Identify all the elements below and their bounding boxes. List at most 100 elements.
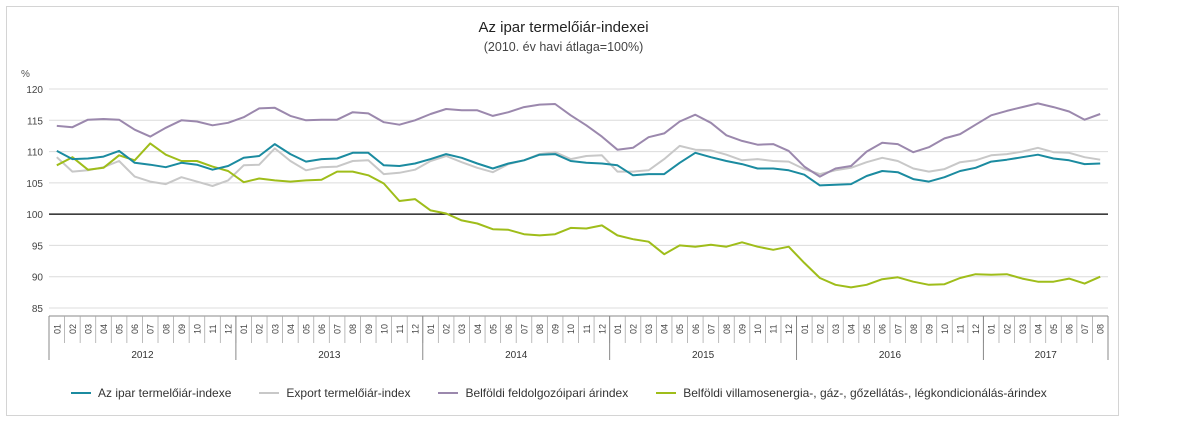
month-label: 05 [301, 324, 311, 334]
y-tick-label: 115 [27, 116, 43, 127]
month-label: 06 [504, 324, 514, 334]
month-label: 03 [270, 324, 280, 334]
month-label: 12 [971, 324, 981, 334]
series-line [56, 142, 1101, 289]
month-label: 06 [691, 324, 701, 334]
legend-swatch [259, 392, 280, 394]
month-label: 09 [364, 324, 374, 334]
year-label: 2017 [1035, 350, 1058, 361]
month-label: 03 [644, 324, 654, 334]
month-label: 01 [613, 324, 623, 334]
month-label: 04 [286, 324, 296, 334]
month-label: 10 [566, 324, 576, 334]
year-label: 2013 [318, 350, 341, 361]
month-label: 04 [660, 324, 670, 334]
month-label: 09 [177, 324, 187, 334]
month-label: 08 [909, 324, 919, 334]
month-label: 06 [130, 324, 140, 334]
legend-item: Az ipar termelőiár-indexe [71, 386, 231, 400]
month-label: 10 [379, 324, 389, 334]
month-label: 01 [426, 324, 436, 334]
chart-frame: Az ipar termelőiár-indexei (2010. év hav… [6, 6, 1119, 416]
legend-label: Belföldi feldolgozóipari árindex [465, 386, 629, 400]
month-label: 02 [68, 324, 78, 334]
month-label: 02 [629, 324, 639, 334]
month-label: 05 [675, 324, 685, 334]
month-label: 07 [146, 324, 156, 334]
month-label: 11 [956, 324, 966, 333]
month-label: 12 [597, 324, 607, 334]
legend-swatch [438, 392, 459, 394]
month-label: 02 [442, 324, 452, 334]
y-axis-unit: % [21, 69, 30, 80]
month-label: 12 [224, 324, 234, 334]
legend-swatch [71, 392, 91, 394]
month-label: 08 [535, 324, 545, 334]
series-line [56, 102, 1101, 178]
month-label: 10 [192, 324, 202, 334]
month-label: 01 [800, 324, 810, 334]
month-label: 01 [987, 324, 997, 334]
month-label: 04 [473, 324, 483, 334]
legend-item: Export termelőiár-index [259, 386, 410, 400]
month-label: 04 [99, 324, 109, 334]
month-label: 08 [722, 324, 732, 334]
month-label: 12 [784, 324, 794, 334]
legend-item: Belföldi villamosenergia-, gáz-, gőzellá… [656, 386, 1047, 400]
month-label: 05 [862, 324, 872, 334]
month-label: 05 [1049, 324, 1059, 334]
month-label: 07 [893, 324, 903, 334]
month-label: 07 [333, 324, 343, 334]
month-label: 09 [924, 324, 934, 334]
month-label: 03 [831, 324, 841, 334]
legend-item: Belföldi feldolgozóipari árindex [438, 386, 628, 400]
month-label: 07 [706, 324, 716, 334]
month-label: 10 [940, 324, 950, 334]
legend-label: Belföldi villamosenergia-, gáz-, gőzellá… [683, 386, 1047, 400]
year-label: 2015 [692, 350, 715, 361]
month-label: 11 [769, 324, 779, 333]
chart-legend: Az ipar termelőiár-indexe Export termelői… [71, 386, 1047, 400]
month-label: 07 [1080, 324, 1090, 334]
month-label: 08 [161, 324, 171, 334]
month-label: 09 [738, 324, 748, 334]
month-label: 02 [1002, 324, 1012, 334]
series-layer [56, 102, 1101, 289]
month-label: 06 [317, 324, 327, 334]
y-tick-label: 90 [32, 273, 44, 284]
month-label: 05 [488, 324, 498, 334]
month-label: 10 [753, 324, 763, 334]
legend-swatch [656, 392, 677, 394]
month-label: 02 [815, 324, 825, 334]
month-label: 12 [410, 324, 420, 334]
month-label: 03 [83, 324, 93, 334]
y-tick-label: 95 [32, 241, 44, 252]
y-tick-label: 120 [26, 85, 43, 96]
month-label: 03 [457, 324, 467, 334]
month-label: 11 [582, 324, 592, 333]
year-label: 2016 [879, 350, 902, 361]
series-line [56, 143, 1101, 187]
month-label: 06 [1065, 324, 1075, 334]
y-tick-label: 110 [27, 148, 43, 159]
chart-title: Az ipar termelőiár-indexei [478, 19, 649, 36]
legend-label: Az ipar termelőiár-indexe [98, 386, 232, 400]
month-label: 09 [551, 324, 561, 334]
month-label: 11 [395, 324, 405, 333]
month-label: 07 [519, 324, 529, 334]
year-label: 2012 [131, 350, 154, 361]
year-label: 2014 [505, 350, 528, 361]
month-label: 04 [1033, 324, 1043, 334]
month-label: 06 [878, 324, 888, 334]
month-label: 01 [52, 324, 62, 334]
month-label: 04 [847, 324, 857, 334]
month-label: 05 [115, 324, 125, 334]
y-tick-label: 105 [26, 179, 43, 190]
month-label: 01 [239, 324, 249, 334]
month-label: 08 [1096, 324, 1106, 334]
chart-subtitle: (2010. év havi átlaga=100%) [483, 40, 644, 54]
month-label: 03 [1018, 324, 1028, 334]
grid-layer [49, 88, 1108, 309]
month-label: 02 [255, 324, 265, 334]
